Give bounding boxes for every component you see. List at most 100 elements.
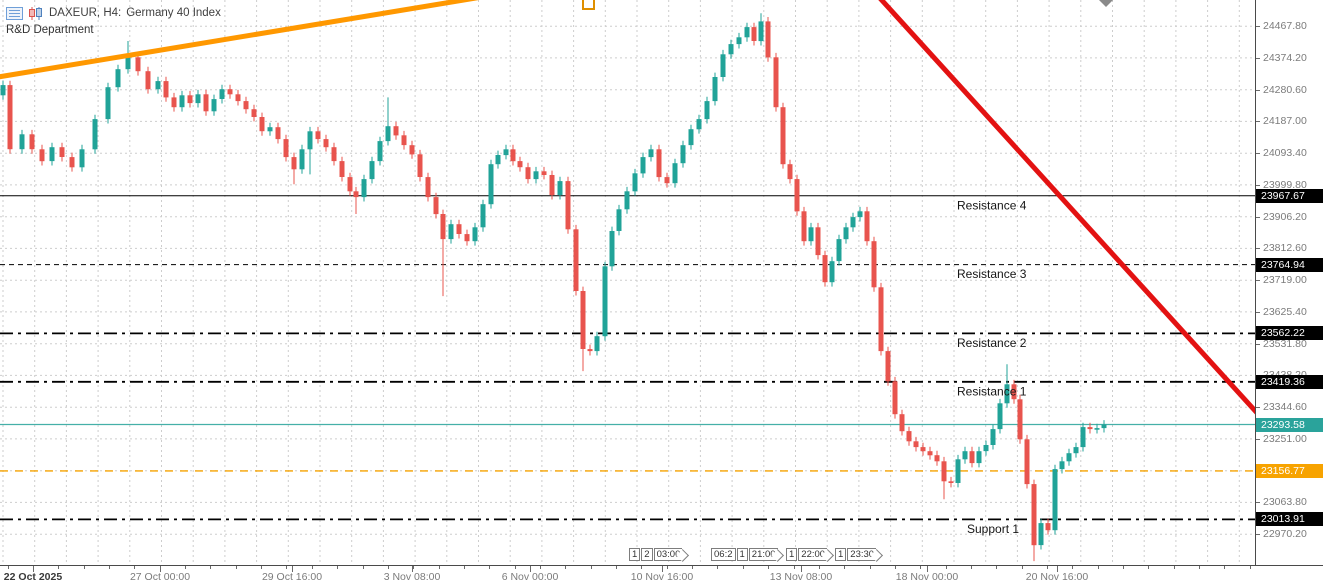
time-tick-mark bbox=[692, 566, 694, 569]
time-tick-mark bbox=[7, 566, 9, 569]
time-tick-mark bbox=[463, 566, 465, 569]
level-label: Support 1 bbox=[967, 522, 1019, 536]
time-tick-mark-major bbox=[160, 566, 161, 572]
time-tick-label: 20 Nov 16:00 bbox=[1025, 571, 1089, 583]
time-tick-mark bbox=[945, 566, 947, 569]
price-tick-label: 23999.80 bbox=[1263, 178, 1307, 191]
time-tag[interactable]: 21:00 bbox=[748, 548, 778, 561]
time-tick-mark-major bbox=[927, 566, 928, 572]
time-tick-mark bbox=[134, 566, 136, 569]
time-tick-mark bbox=[235, 566, 237, 569]
time-tick-mark bbox=[920, 566, 922, 569]
price-tick-label: 24467.80 bbox=[1263, 20, 1307, 33]
price-tick-mark bbox=[1256, 216, 1260, 218]
level-price-box: 23764.94 bbox=[1256, 257, 1323, 272]
grid bbox=[0, 0, 1255, 565]
time-tick-mark bbox=[413, 566, 415, 569]
price-tick-mark bbox=[1256, 248, 1260, 250]
current-price-line-price-box: 23293.58 bbox=[1256, 417, 1323, 432]
price-tick-label: 24374.20 bbox=[1263, 51, 1307, 64]
price-tick-mark bbox=[1256, 438, 1260, 440]
time-tag-group[interactable]: 1 23:30 bbox=[835, 548, 881, 561]
price-tick-mark bbox=[1256, 121, 1260, 123]
time-tag[interactable]: 06:2 bbox=[711, 548, 736, 561]
time-tick-mark bbox=[185, 566, 186, 569]
time-tick-mark bbox=[894, 566, 896, 569]
price-tick-mark bbox=[1256, 89, 1260, 91]
descending-trendline[interactable] bbox=[878, 0, 1255, 415]
price-tick-label: 23625.40 bbox=[1263, 305, 1307, 318]
candles-icon[interactable] bbox=[28, 6, 44, 20]
time-tick-mark bbox=[666, 566, 668, 569]
time-tick-mark bbox=[489, 566, 491, 569]
time-tick-mark bbox=[1072, 566, 1074, 569]
time-tick-mark bbox=[1021, 566, 1023, 569]
time-tick-mark bbox=[818, 566, 820, 569]
time-tick-mark-major bbox=[292, 566, 293, 572]
time-tick-mark bbox=[83, 566, 85, 569]
time-tick-mark bbox=[844, 566, 846, 569]
level-price-box: 23967.67 bbox=[1256, 188, 1323, 203]
watermark-text: R&D Department bbox=[6, 24, 94, 36]
time-tick-mark bbox=[109, 566, 110, 569]
time-tag-group[interactable]: 1 22:00 bbox=[786, 548, 832, 561]
time-tick-label: 18 Nov 00:00 bbox=[895, 571, 959, 583]
time-tag-group[interactable]: 1 2 03:00 bbox=[629, 548, 687, 561]
price-tick-mark bbox=[1256, 26, 1260, 28]
price-tick-label: 23906.20 bbox=[1263, 210, 1307, 223]
time-tag[interactable]: 1 bbox=[835, 548, 847, 561]
time-tag-group[interactable]: 06:2 1 21:00 bbox=[711, 548, 783, 561]
time-tick-mark bbox=[362, 566, 364, 569]
time-tag[interactable]: 1 bbox=[736, 548, 748, 561]
time-tick-mark bbox=[996, 566, 998, 569]
price-tick-label: 23812.60 bbox=[1263, 242, 1307, 255]
time-tick-label: 6 Nov 00:00 bbox=[501, 571, 559, 583]
time-tag[interactable]: 1 bbox=[786, 548, 798, 561]
time-tick-mark-major bbox=[530, 566, 531, 572]
price-tick-label: 23531.80 bbox=[1263, 337, 1307, 350]
price-tick-label: 23719.00 bbox=[1263, 274, 1307, 287]
time-tick-mark bbox=[1173, 566, 1175, 569]
price-chart-plot[interactable]: Resistance 4 Resistance 3 Resistance 2 Resi… bbox=[0, 0, 1255, 565]
time-tick-mark bbox=[337, 566, 339, 569]
price-tick-label: 24187.00 bbox=[1263, 115, 1307, 128]
price-tick-mark bbox=[1256, 57, 1260, 59]
time-tick-mark bbox=[311, 566, 313, 569]
time-tag[interactable]: 2 bbox=[641, 548, 653, 561]
time-tag[interactable]: 22:00 bbox=[798, 548, 828, 561]
level-label: Resistance 3 bbox=[957, 267, 1027, 281]
time-tick-mark bbox=[1047, 566, 1048, 569]
chart-header: DAXEUR, H4: Germany 40 Index R&D Departm… bbox=[6, 6, 221, 36]
time-tick-mark-major bbox=[801, 566, 802, 572]
trendline-anchor-square[interactable] bbox=[582, 0, 595, 10]
price-tick-mark bbox=[1256, 343, 1260, 345]
time-tick-mark-major bbox=[33, 566, 34, 572]
price-tick-mark bbox=[1256, 534, 1260, 536]
time-tick-label: 29 Oct 16:00 bbox=[261, 571, 323, 583]
time-tick-mark bbox=[1199, 566, 1200, 569]
time-axis[interactable]: 22 Oct 2025 27 Oct 00:00 29 Oct 16:00 3 Nov… bbox=[0, 565, 1323, 587]
level-label: Resistance 1 bbox=[957, 384, 1027, 398]
time-tag[interactable]: 23:30 bbox=[847, 548, 877, 561]
level-price-box: 23013.91 bbox=[1256, 512, 1323, 527]
level-label: Resistance 2 bbox=[957, 336, 1027, 350]
time-tick-mark bbox=[261, 566, 263, 569]
time-tick-label: 27 Oct 00:00 bbox=[129, 571, 191, 583]
ascending-trendline[interactable] bbox=[0, 0, 482, 80]
list-icon[interactable] bbox=[6, 6, 23, 20]
price-tick-mark bbox=[1256, 153, 1260, 155]
time-tick-mark bbox=[1249, 566, 1251, 569]
scroll-position-triangle-icon[interactable] bbox=[1099, 0, 1113, 7]
time-tag[interactable]: 1 bbox=[629, 548, 641, 561]
time-tick-mark bbox=[387, 566, 389, 569]
price-tick-mark bbox=[1256, 280, 1260, 282]
time-tick-mark bbox=[742, 566, 744, 569]
time-tag[interactable]: 03:00 bbox=[653, 548, 683, 561]
time-tick-mark bbox=[768, 566, 770, 569]
time-tick-mark bbox=[717, 566, 719, 569]
time-tick-mark bbox=[540, 566, 541, 569]
candles[interactable] bbox=[0, 13, 1107, 562]
orange-pivot-line-price-box: 23156.77 bbox=[1256, 463, 1323, 478]
price-axis[interactable]: 24467.80 24374.20 24280.60 24187.00 24093.40… bbox=[1255, 0, 1323, 565]
